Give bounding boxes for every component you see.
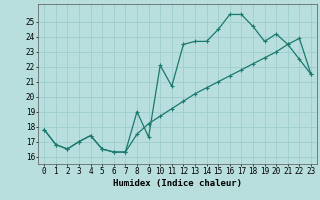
X-axis label: Humidex (Indice chaleur): Humidex (Indice chaleur): [113, 179, 242, 188]
